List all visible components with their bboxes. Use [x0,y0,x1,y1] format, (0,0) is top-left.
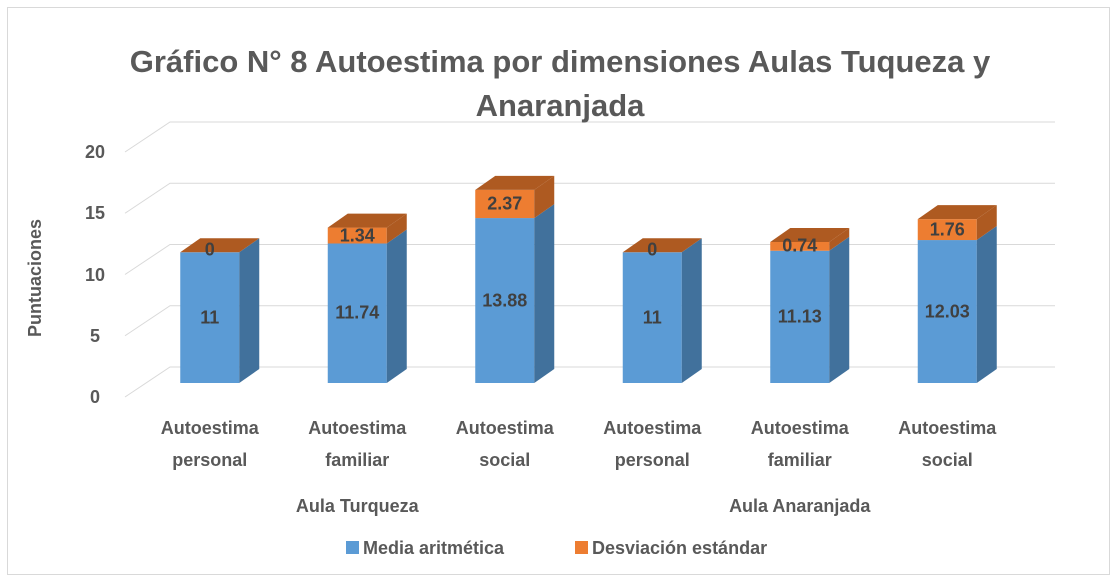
value-label: 12.03 [924,301,970,322]
grid-line [124,182,1055,214]
group-label: Aula Turqueza [295,496,419,516]
legend-swatch [346,541,359,554]
bar-front [475,218,535,383]
y-tick-label: 10 [84,264,106,285]
x-tick-label: Autoestima familiar [750,418,849,470]
legend-label: Desviación estándar [592,538,768,558]
bar-side [534,204,555,383]
value-label: 1.76 [929,219,965,240]
bar-front [327,243,387,383]
grid-line [124,305,1055,337]
value-label: 0 [204,239,215,260]
bar-top [917,205,997,220]
bar-top [327,213,407,228]
bar-top [180,238,260,253]
bar-side [681,238,702,383]
x-tick-label: Autoestima personal [603,418,702,470]
value-label: 11.13 [777,306,822,327]
bar-side [534,175,555,219]
x-tick-label: Autoestima social [898,418,997,470]
grid-line [124,121,1055,153]
y-tick-label: 20 [84,142,106,162]
x-tick-label: Autoestima personal [160,418,259,470]
value-label: 11.74 [335,302,380,323]
bar-front [180,252,240,383]
x-tick-label: Autoestima social [455,418,554,470]
value-label: 11 [642,307,662,328]
bar-top [622,238,702,253]
bar-front [770,241,830,251]
y-axis-label: Puntuaciones [25,218,45,338]
value-label: 0.74 [782,235,818,256]
value-label: 13.88 [482,290,528,311]
bar-front [770,250,830,383]
bar-side [976,226,997,383]
bar-side [829,236,850,383]
bar-front [917,240,977,383]
legend-label: Media aritmética [363,538,505,558]
bar-top [770,227,850,242]
bar-front [475,189,535,219]
y-tick-label: 15 [84,203,106,224]
y-tick-label: 0 [89,387,100,407]
bar-side [386,213,407,244]
value-label: 11 [200,307,220,328]
legend-swatch [575,541,588,554]
bar-side [239,238,260,383]
grid-line [124,244,1055,275]
bar-top [475,175,555,190]
y-tick-label: 5 [89,325,100,346]
grid-line [124,366,1055,398]
bar-front [622,252,682,383]
value-label: 0 [647,239,658,260]
bar-front [917,219,977,241]
group-label: Aula Anaranjada [729,496,871,516]
chart-title: Gráfico N° 8 Autoestima por dimensiones … [129,44,991,123]
bar-front [327,227,387,244]
value-label: 1.34 [339,225,375,246]
bar-side [976,205,997,241]
x-tick-label: Autoestima familiar [308,418,407,470]
bar-side [829,227,850,251]
value-label: 2.37 [487,193,523,214]
bar-side [386,229,407,383]
